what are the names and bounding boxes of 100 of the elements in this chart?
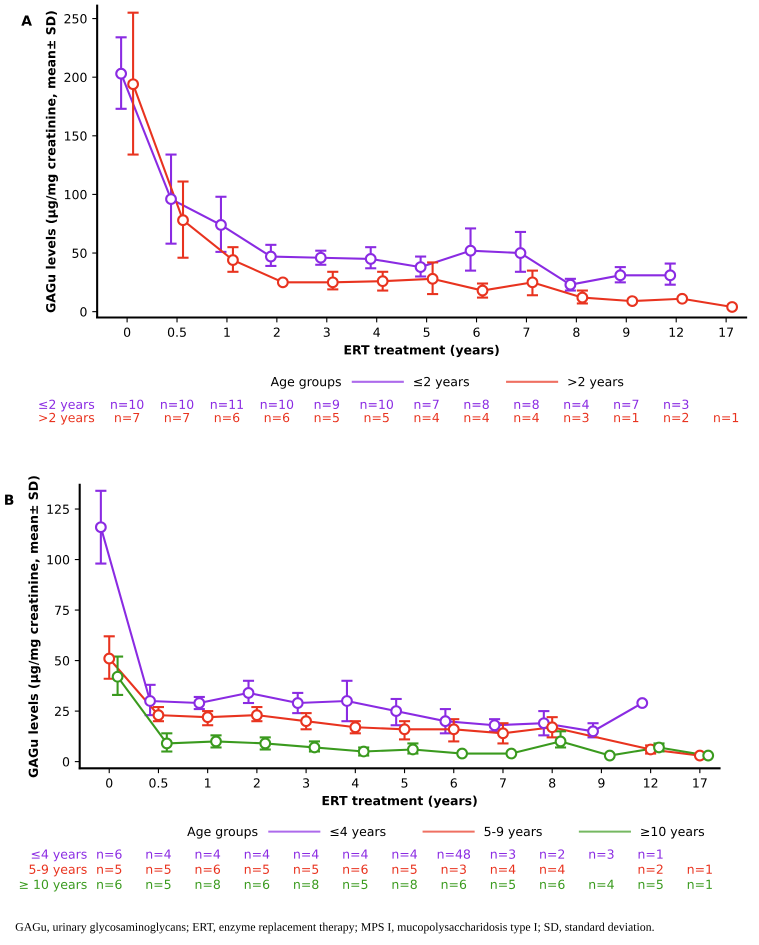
- text: n=6: [343, 864, 368, 874]
- text: n=4: [589, 880, 614, 889]
- y-tick-label: 0: [80, 307, 87, 317]
- text: n=5: [146, 864, 171, 874]
- text: n=9: [314, 400, 340, 410]
- x-tick-label: 0.5: [149, 778, 168, 788]
- x-tick-label: 17: [693, 778, 707, 788]
- text: n=5: [97, 864, 122, 874]
- text: >2 years: [39, 412, 94, 425]
- text: A: [21, 16, 32, 26]
- x-tick-label: 8: [573, 327, 580, 337]
- text: n=1: [638, 850, 663, 859]
- text: n=3: [442, 864, 466, 874]
- text: n=2: [638, 864, 663, 874]
- x-tick-label: 3: [303, 778, 310, 788]
- text: n=8: [514, 400, 539, 410]
- y-tick-label: 250: [64, 14, 87, 24]
- text: n=8: [196, 880, 220, 890]
- text: n=8: [294, 880, 318, 890]
- x-tick-label: 6: [473, 327, 480, 337]
- y-tick-label: 100: [47, 555, 70, 564]
- x-tick-label: 6: [450, 778, 457, 788]
- text: n=4: [343, 850, 368, 859]
- text: n=8: [464, 400, 489, 410]
- text: n=11: [210, 400, 243, 409]
- x-tick-label: 17: [720, 328, 734, 337]
- text: n=6: [244, 880, 270, 890]
- x-tick-label: 8: [549, 778, 556, 788]
- text: n=4: [490, 864, 516, 874]
- x-tick-label: 7: [524, 328, 530, 337]
- x-tick-label: 0: [106, 778, 112, 788]
- text: n=1: [714, 412, 738, 422]
- y-tick-label: 100: [64, 190, 87, 200]
- text: n=3: [664, 400, 688, 410]
- text: n=3: [589, 849, 614, 859]
- text: n=4: [392, 850, 418, 859]
- text: n=2: [664, 412, 688, 422]
- y-tick-label: 25: [54, 706, 69, 716]
- text: n=10: [360, 400, 394, 410]
- text: ≤4 years: [32, 850, 87, 862]
- text: n=6: [214, 412, 240, 422]
- x-tick-label: 1: [205, 778, 210, 788]
- text: n=3: [564, 412, 589, 422]
- text: n=4: [514, 412, 539, 422]
- x-tick-label: 7: [500, 778, 506, 788]
- legend-label: ≥10 years: [641, 826, 704, 839]
- text: n=6: [196, 864, 220, 874]
- legend-label: ≤2 years: [414, 376, 469, 389]
- y-tick-label: 150: [64, 131, 87, 141]
- legend-label: ≤4 years: [330, 826, 386, 839]
- y-tick-label: 125: [47, 504, 69, 514]
- y-axis-title: GAGu levels (µg/mg creatinine, mean± SD): [46, 11, 58, 312]
- text: n=10: [111, 400, 144, 410]
- x-tick-label: 3: [324, 327, 330, 337]
- legend-title: Age groups: [187, 826, 258, 839]
- y-tick-label: 50: [72, 248, 87, 258]
- x-tick-label: 9: [598, 778, 605, 788]
- text: n=1: [688, 880, 712, 889]
- text: n=4: [294, 850, 319, 859]
- text: n=4: [564, 400, 589, 409]
- x-tick-label: 12: [670, 327, 683, 337]
- text: n=2: [540, 849, 564, 859]
- text: ≤2 years: [39, 400, 94, 412]
- text: n=5: [146, 880, 171, 890]
- text: n=5: [294, 864, 318, 874]
- x-tick-label: 0.5: [168, 327, 186, 337]
- x-tick-label: 9: [623, 327, 630, 337]
- legend-title: Age groups: [270, 377, 341, 389]
- x-tick-label: 4: [373, 328, 380, 337]
- text: n=10: [161, 400, 194, 410]
- text: n=8: [392, 880, 417, 890]
- text: n=5: [638, 880, 663, 890]
- text: n=1: [614, 412, 638, 422]
- text: B: [5, 494, 14, 505]
- text: n=5: [343, 880, 368, 890]
- x-tick-label: 5: [402, 778, 408, 788]
- x-tick-label: 1: [224, 328, 230, 337]
- y-tick-label: 0: [62, 757, 70, 767]
- text: n=5: [314, 412, 339, 422]
- legend-label: 5-9 years: [484, 826, 542, 839]
- text: n=5: [364, 412, 389, 422]
- x-axis-title: ERT treatment (years): [322, 796, 477, 808]
- text: ≥ 10 years: [20, 880, 87, 892]
- text: n=7: [614, 400, 638, 409]
- y-tick-label: 75: [55, 606, 69, 615]
- text: n=3: [490, 849, 516, 859]
- text: n=4: [464, 412, 490, 422]
- x-tick-label: 4: [352, 778, 359, 788]
- legend-label: >2 years: [568, 376, 624, 389]
- y-axis-title: GAGu levels (µg/mg creatinine, mean± SD): [28, 476, 41, 778]
- text: n=6: [97, 849, 122, 859]
- y-tick-label: 50: [55, 656, 70, 666]
- text: n=5: [392, 864, 417, 874]
- text: n=5: [490, 880, 516, 890]
- text: n=4: [146, 850, 171, 859]
- text: n=6: [97, 880, 122, 890]
- x-tick-label: 2: [254, 778, 260, 788]
- text: n=4: [414, 412, 440, 422]
- text: n=7: [115, 412, 140, 422]
- text: GAGu, urinary glycosaminoglycans; ERT, enzyme replacement therapy; MPS I, mucopolysaccharidosis type I; SD, standard deviation.: [16, 922, 654, 934]
